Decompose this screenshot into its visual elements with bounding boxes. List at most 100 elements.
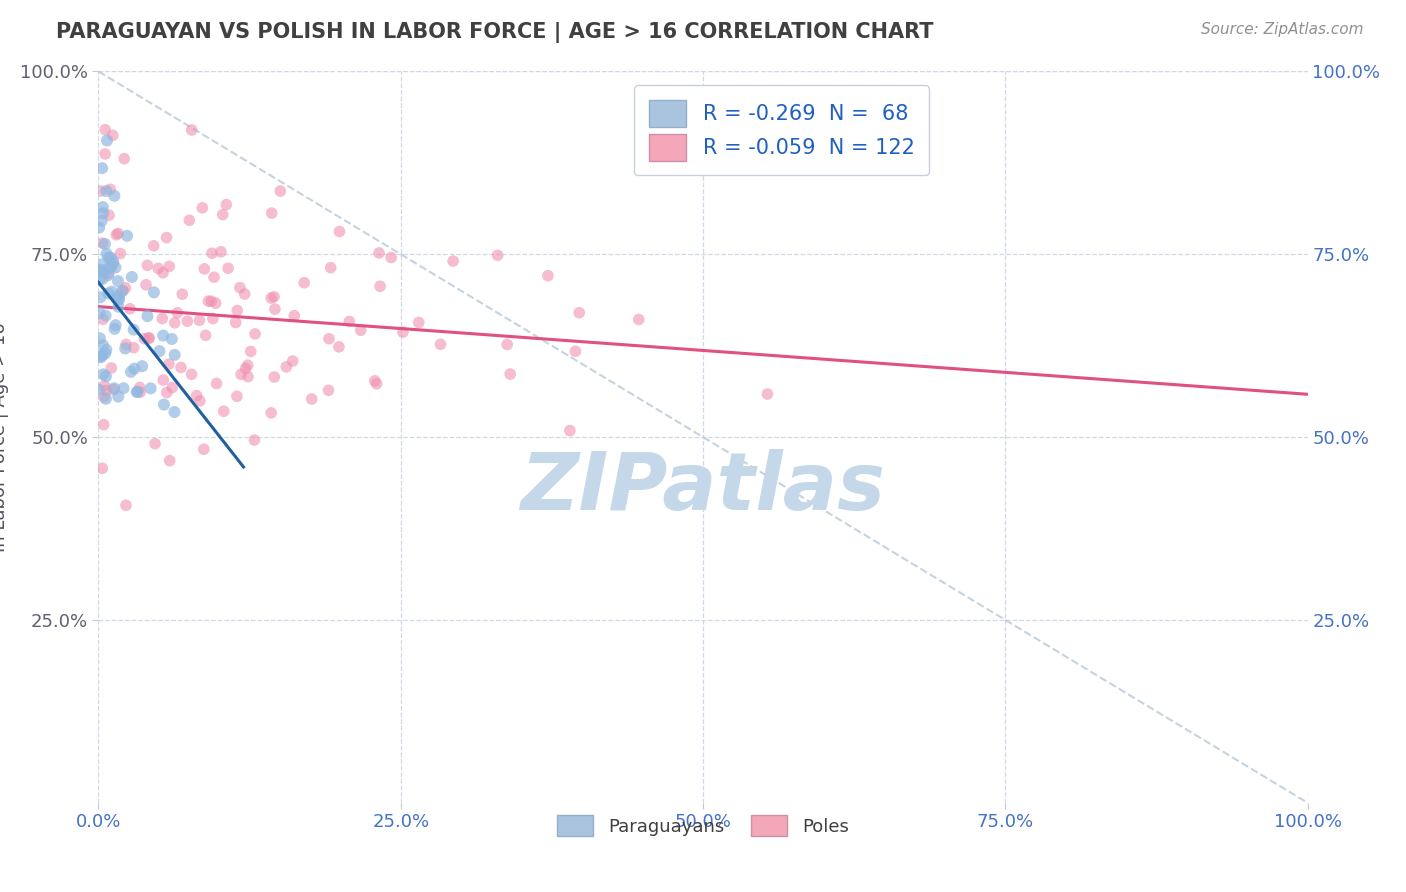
Point — [263, 370, 285, 384]
Point — [756, 387, 779, 401]
Point — [260, 206, 283, 220]
Point — [243, 326, 266, 341]
Point — [319, 260, 342, 275]
Point — [91, 312, 114, 326]
Point — [166, 306, 188, 320]
Point — [276, 359, 298, 374]
Point — [226, 389, 249, 403]
Point — [100, 285, 122, 299]
Point — [97, 267, 120, 281]
Point — [91, 200, 114, 214]
Point — [93, 378, 115, 392]
Point — [98, 182, 121, 196]
Point — [264, 302, 287, 317]
Point — [100, 260, 122, 275]
Point — [90, 263, 112, 277]
Point — [94, 392, 117, 406]
Point — [107, 300, 129, 314]
Point — [94, 309, 117, 323]
Point — [499, 367, 522, 381]
Point — [204, 296, 226, 310]
Point — [318, 384, 340, 398]
Point — [114, 281, 136, 295]
Point — [201, 246, 224, 260]
Point — [380, 251, 402, 265]
Point — [104, 322, 127, 336]
Point — [94, 237, 117, 252]
Point — [127, 384, 149, 399]
Point — [89, 306, 111, 320]
Point — [91, 257, 114, 271]
Point — [129, 385, 152, 400]
Point — [122, 323, 145, 337]
Point — [260, 291, 283, 305]
Point — [124, 361, 146, 376]
Point — [153, 398, 176, 412]
Point — [96, 343, 118, 357]
Point — [233, 287, 256, 301]
Point — [94, 122, 117, 136]
Point — [239, 344, 262, 359]
Point — [97, 250, 120, 264]
Point — [103, 256, 125, 270]
Point — [337, 314, 360, 328]
Point — [229, 280, 252, 294]
Point — [100, 361, 122, 376]
Point — [226, 303, 249, 318]
Point — [107, 390, 129, 404]
Point — [107, 289, 129, 303]
Point — [96, 184, 118, 198]
Point — [163, 405, 186, 419]
Point — [139, 381, 162, 395]
Point — [160, 380, 183, 394]
Point — [91, 236, 114, 251]
Point — [121, 270, 143, 285]
Point — [112, 284, 135, 298]
Point — [96, 246, 118, 260]
Legend: Paraguayans, Poles: Paraguayans, Poles — [548, 806, 858, 845]
Point — [148, 344, 170, 359]
Point — [115, 337, 138, 351]
Point — [392, 325, 415, 339]
Point — [408, 315, 430, 329]
Point — [209, 244, 232, 259]
Point — [91, 348, 114, 362]
Point — [292, 276, 315, 290]
Point — [152, 328, 174, 343]
Text: Source: ZipAtlas.com: Source: ZipAtlas.com — [1201, 22, 1364, 37]
Point — [260, 406, 283, 420]
Point — [101, 128, 124, 143]
Point — [201, 311, 224, 326]
Point — [235, 361, 257, 376]
Point — [202, 270, 225, 285]
Point — [89, 272, 111, 286]
Point — [143, 436, 166, 450]
Point — [537, 268, 560, 283]
Point — [91, 206, 114, 220]
Point — [135, 277, 157, 292]
Point — [350, 323, 373, 337]
Point — [105, 227, 128, 242]
Point — [103, 189, 125, 203]
Point — [159, 453, 181, 467]
Point — [179, 213, 201, 227]
Point — [112, 381, 135, 395]
Point — [89, 184, 111, 198]
Point — [243, 433, 266, 447]
Point — [170, 360, 193, 375]
Point — [136, 259, 159, 273]
Point — [94, 346, 117, 360]
Point — [486, 248, 509, 262]
Point — [138, 331, 160, 345]
Point — [138, 331, 160, 345]
Point — [172, 287, 194, 301]
Point — [93, 265, 115, 279]
Point — [142, 285, 165, 300]
Point — [134, 332, 156, 346]
Point — [108, 293, 131, 307]
Point — [229, 368, 252, 382]
Point — [236, 358, 259, 372]
Point — [211, 208, 233, 222]
Point — [91, 338, 114, 352]
Point — [125, 384, 148, 399]
